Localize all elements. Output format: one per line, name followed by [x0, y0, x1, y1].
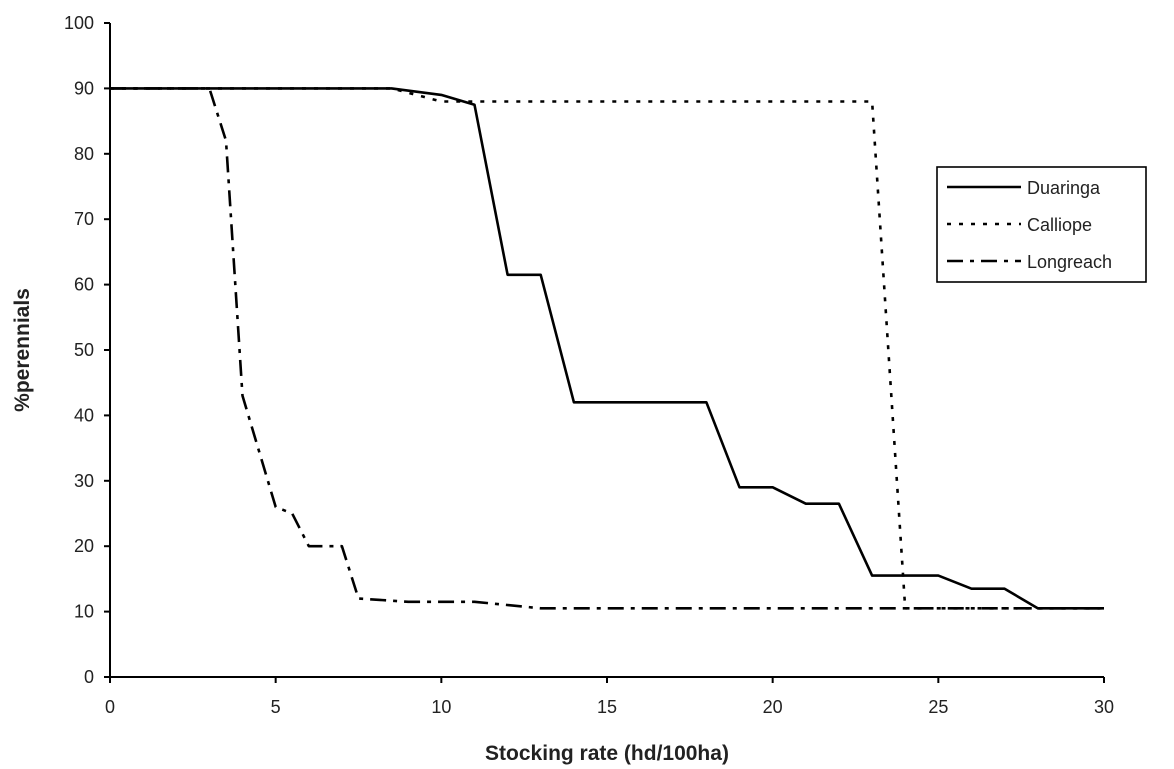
legend-label-longreach: Longreach [1027, 252, 1112, 272]
y-tick-label: 40 [74, 405, 94, 425]
y-tick-label: 60 [74, 275, 94, 295]
x-tick-label: 0 [105, 697, 115, 717]
y-tick-label: 10 [74, 602, 94, 622]
y-tick-label: 50 [74, 340, 94, 360]
y-tick-label: 30 [74, 471, 94, 491]
y-axis-title: %perennials [11, 288, 34, 412]
y-tick-label: 20 [74, 536, 94, 556]
y-tick-label: 100 [64, 13, 94, 33]
x-tick-label: 15 [597, 697, 617, 717]
x-tick-label: 5 [271, 697, 281, 717]
x-tick-label: 30 [1094, 697, 1114, 717]
y-tick-label: 70 [74, 209, 94, 229]
series-line-duaringa [110, 87, 1104, 610]
legend-label-duaringa: Duaringa [1027, 178, 1101, 198]
x-tick-label: 10 [431, 697, 451, 717]
axis-ticks: 0 10 20 30 40 50 60 70 80 90 100 0 5 10 15 20 25 30 [64, 13, 1114, 717]
x-axis-title: Stocking rate (hd/100ha) [485, 742, 729, 765]
x-tick-label: 20 [763, 697, 783, 717]
legend: Duaringa Calliope Longreach [936, 166, 1147, 283]
y-tick-label: 80 [74, 144, 94, 164]
legend-label-calliope: Calliope [1027, 215, 1092, 235]
y-tick-label: 0 [84, 667, 94, 687]
y-tick-label: 90 [74, 78, 94, 98]
x-tick-label: 25 [928, 697, 948, 717]
series-lines [110, 87, 1104, 610]
series-line-longreach [110, 87, 1104, 610]
axes [109, 23, 1104, 678]
